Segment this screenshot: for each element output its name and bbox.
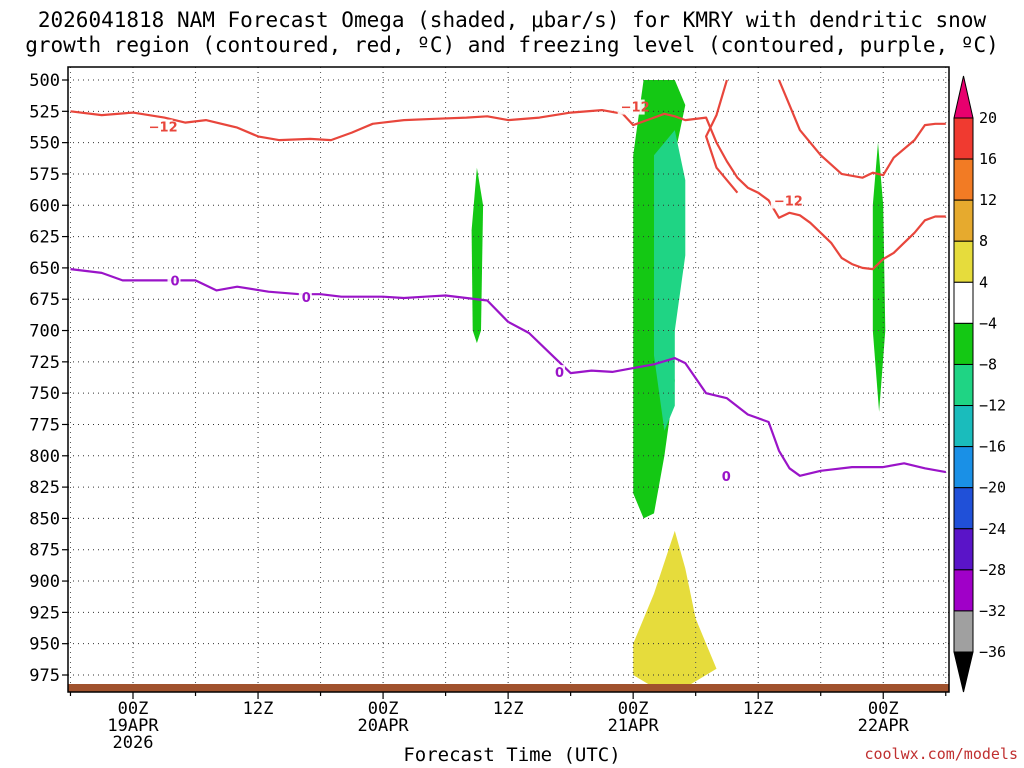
colorbar-swatch (953, 487, 974, 530)
colorbar-label-8: −16 (979, 438, 1006, 456)
contour-label-dendritic-upper-minus12: −12 (149, 121, 178, 136)
contour-dendritic-lower-minus12 (705, 79, 739, 194)
gridlines (68, 67, 949, 692)
y-tick-label-675: 675 (29, 290, 60, 310)
colorbar-bottom-arrow (953, 651, 974, 693)
colorbar-swatch (953, 199, 974, 242)
colorbar-swatch (953, 528, 974, 571)
x-tick-label-36-0: 12Z (493, 699, 524, 719)
colorbar-swatch (953, 158, 974, 201)
x-tick-label-0-1: 19APR (107, 716, 159, 736)
chart-title: 2026041818 NAM Forecast Omega (shaded, μ… (0, 8, 1024, 58)
contour-label-bg (167, 273, 181, 289)
colorbar-label-10: −24 (979, 520, 1006, 538)
contour-label-dendritic-upper-minus12: −12 (621, 101, 650, 116)
y-tick-label-850: 850 (29, 509, 60, 529)
colorbar-swatch (953, 240, 974, 283)
colorbar-label-1: 16 (979, 150, 997, 168)
omega-shading-layer (471, 80, 886, 688)
colorbar-swatch (953, 322, 974, 365)
y-tick-label-875: 875 (29, 541, 60, 561)
colorbar-label-0: 20 (979, 109, 997, 127)
x-tick-label-72-0: 00Z (868, 699, 899, 719)
x-tick-label-48-1: 21APR (608, 716, 660, 736)
contour-dendritic-cap-minus12 (777, 79, 946, 179)
contour-freezing-level-0 (70, 268, 946, 477)
colorbar-label-9: −20 (979, 479, 1006, 497)
y-tick-label-800: 800 (29, 447, 60, 467)
contour-label-freezing-level-0: 0 (555, 366, 564, 381)
colorbar-label-12: −32 (979, 602, 1006, 620)
x-tick-label-24-1: 20APR (357, 716, 409, 736)
contour-label-bg (298, 289, 312, 305)
contour-label-bg (617, 99, 645, 115)
colorbar-swatch (953, 281, 974, 324)
y-tick-label-650: 650 (29, 259, 60, 279)
colorbar-swatch (953, 569, 974, 612)
colorbar-label-7: −12 (979, 397, 1006, 415)
colorbar-label-11: −28 (979, 561, 1006, 579)
omega-region-ascent-spike-20apr (471, 167, 484, 344)
y-tick-label-500: 500 (29, 71, 60, 91)
omega-region-ascent-spike-22apr (872, 142, 886, 412)
colorbar-label-3: 8 (979, 232, 988, 250)
y-tick-label-525: 525 (29, 102, 60, 122)
colorbar-legend: 20 16 12 8 4 −4 −8 −12 −16 −20 −24 −28 −32 −36 (953, 75, 1006, 693)
contour-label-freezing-level-0: 0 (171, 275, 180, 290)
y-tick-label-725: 725 (29, 353, 60, 373)
y-tick-label-750: 750 (29, 384, 60, 404)
colorbar-label-6: −8 (979, 355, 997, 373)
contour-dendritic-upper-minus12 (70, 109, 946, 271)
plot-frame (67, 66, 950, 693)
omega-region-ascent-band-core (654, 130, 686, 431)
y-tick-label-575: 575 (29, 165, 60, 185)
title-line-1: 2026041818 NAM Forecast Omega (shaded, μ… (37, 8, 987, 32)
colorbar-swatch (953, 446, 974, 489)
terrain-bar (68, 684, 949, 692)
contour-label-bg (718, 469, 732, 485)
x-tick-label-0-2: 2026 (113, 733, 154, 753)
colorbar-label-5: −4 (979, 314, 997, 332)
contour-label-bg (552, 365, 566, 381)
colorbar-swatch (953, 405, 974, 448)
omega-region-descent-low-21apr (633, 530, 717, 688)
credit-link[interactable]: coolwx.com/models (864, 745, 1018, 763)
title-line-2: growth region (contoured, red, ºC) and f… (25, 33, 999, 57)
x-tick-label-24-0: 00Z (368, 699, 399, 719)
y-tick-label-625: 625 (29, 228, 60, 248)
x-axis-label: Forecast Time (UTC) (403, 744, 621, 766)
colorbar-swatch (953, 117, 974, 160)
y-axis-pressure: 500 525 550 575 600 625 650 675 700 725 750 775 800 8… (29, 71, 68, 686)
contour-label-bg (145, 119, 173, 135)
y-tick-label-600: 600 (29, 196, 60, 216)
colorbar-label-13: −36 (979, 643, 1006, 661)
y-tick-label-900: 900 (29, 572, 60, 592)
x-tick-label-0-0: 00Z (118, 699, 149, 719)
colorbar-swatch (953, 363, 974, 407)
x-tick-label-12-0: 12Z (243, 699, 274, 719)
contour-label-bg (770, 193, 798, 209)
x-tick-label-48-0: 00Z (618, 699, 649, 719)
contour-label-dendritic-upper-minus12: −12 (774, 195, 803, 210)
colorbar-swatch (953, 610, 974, 653)
y-tick-label-950: 950 (29, 635, 60, 655)
y-tick-label-550: 550 (29, 134, 60, 154)
y-tick-label-925: 925 (29, 603, 60, 623)
colorbar-label-4: 4 (979, 273, 988, 291)
x-tick-label-60-0: 12Z (743, 699, 774, 719)
contour-label-freezing-level-0: 0 (302, 291, 311, 306)
y-tick-label-975: 975 (29, 666, 60, 686)
colorbar-top-arrow (953, 75, 974, 119)
x-tick-label-72-1: 22APR (858, 716, 910, 736)
y-tick-label-825: 825 (29, 478, 60, 498)
contour-label-freezing-level-0: 0 (722, 470, 731, 485)
colorbar-label-2: 12 (979, 191, 997, 209)
y-tick-label-775: 775 (29, 415, 60, 435)
y-tick-label-700: 700 (29, 322, 60, 342)
contour-layer: −12 −12 −12 0 0 0 0 (70, 79, 946, 485)
